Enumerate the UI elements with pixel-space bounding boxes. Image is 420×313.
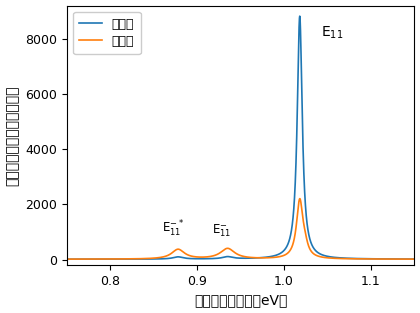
反応前 — [285, 243, 290, 247]
反応前 — [412, 257, 417, 261]
反応前 — [322, 254, 327, 258]
反応前 — [190, 257, 195, 260]
Text: $\mathrm{E_{11}^{-*}}$: $\mathrm{E_{11}^{-*}}$ — [162, 219, 184, 239]
Legend: 反応前, 反応後: 反応前, 反応後 — [73, 12, 141, 54]
X-axis label: 発光エネルギー（eV）: 発光エネルギー（eV） — [194, 294, 287, 307]
反応後 — [270, 256, 275, 259]
反応後 — [285, 251, 290, 255]
反応前 — [341, 256, 346, 260]
反応前 — [297, 14, 302, 18]
反応後 — [412, 257, 417, 261]
反応後 — [82, 257, 87, 261]
反応後 — [297, 197, 302, 201]
Text: $\mathrm{E_{11}}$: $\mathrm{E_{11}}$ — [320, 25, 343, 41]
Line: 反応前: 反応前 — [67, 16, 415, 259]
Text: $\mathrm{E_{11}^{-}}$: $\mathrm{E_{11}^{-}}$ — [212, 223, 231, 239]
反応後 — [190, 254, 195, 258]
反応前 — [64, 257, 69, 261]
Line: 反応後: 反応後 — [67, 199, 415, 259]
Y-axis label: 発光強度（カウント／秒）: 発光強度（カウント／秒） — [5, 85, 20, 186]
反応前 — [82, 257, 87, 261]
反応後 — [64, 257, 69, 261]
反応後 — [341, 257, 346, 260]
反応前 — [270, 254, 275, 258]
反応後 — [322, 256, 327, 259]
